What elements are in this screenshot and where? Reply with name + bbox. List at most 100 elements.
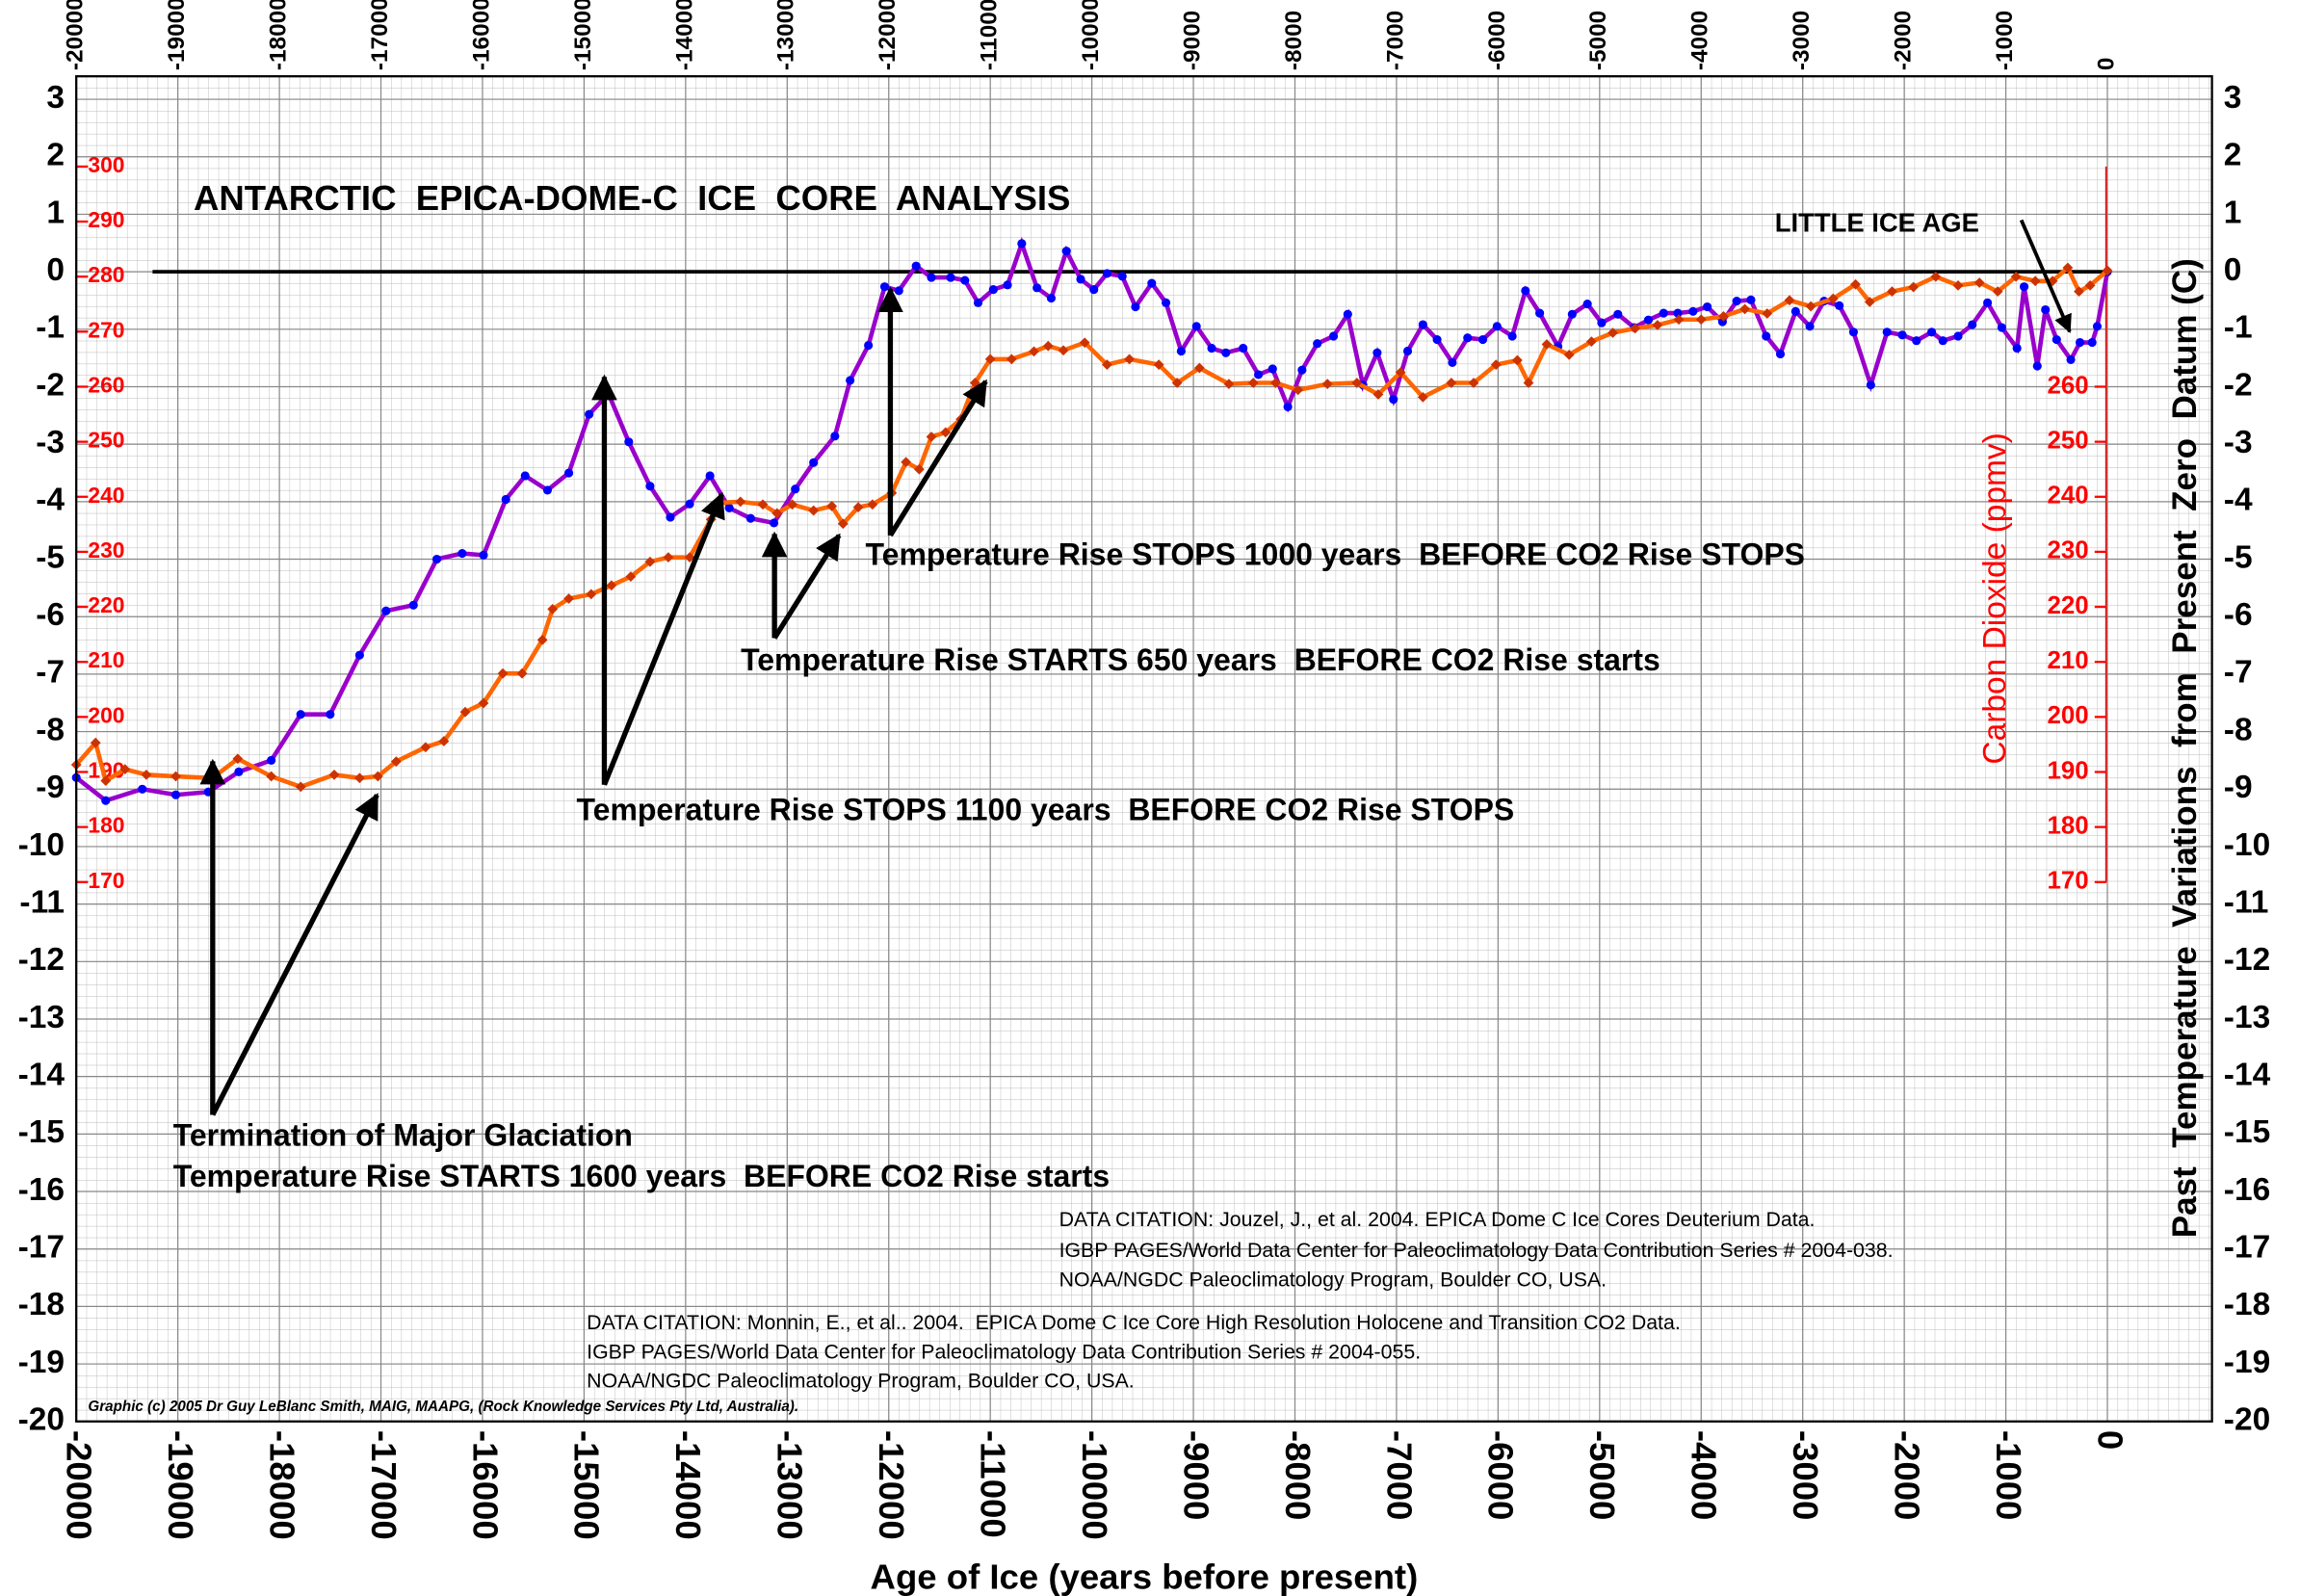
x-tick-label: -18000 bbox=[262, 1430, 301, 1540]
data-point bbox=[354, 650, 364, 660]
y2-tick-label: 240 bbox=[2048, 483, 2089, 510]
data-point bbox=[1017, 239, 1027, 249]
data-point bbox=[457, 548, 467, 559]
data-point bbox=[1567, 309, 1577, 319]
data-point bbox=[1058, 345, 1069, 356]
data-point bbox=[542, 485, 553, 495]
y-tick-label: -17 bbox=[2224, 1230, 2270, 1266]
data-point bbox=[2084, 279, 2096, 291]
y-tick-label: -10 bbox=[18, 827, 65, 863]
y-tick-label: -3 bbox=[36, 425, 65, 460]
y-tick-label: -5 bbox=[36, 539, 65, 575]
data-point bbox=[826, 501, 838, 511]
data-point bbox=[946, 273, 955, 282]
y2-tick-label: 260 bbox=[88, 373, 124, 398]
data-point bbox=[1695, 314, 1707, 326]
data-point bbox=[266, 771, 277, 782]
data-point bbox=[2032, 361, 2042, 371]
y-tick-label: -20 bbox=[2224, 1402, 2270, 1438]
annotation: Temperature Rise STOPS 1100 years BEFORE… bbox=[577, 792, 1515, 826]
data-point bbox=[1983, 298, 1993, 307]
y-tick-label: -6 bbox=[2224, 597, 2253, 633]
data-point bbox=[119, 764, 131, 775]
data-point bbox=[1805, 322, 1815, 331]
annotation: Temperature Rise STOPS 1000 years BEFORE… bbox=[866, 536, 1805, 571]
x-tick-label: -16000 bbox=[465, 1430, 505, 1540]
data-point bbox=[2019, 282, 2029, 292]
y-tick-label: -3 bbox=[2224, 425, 2253, 460]
data-point bbox=[1253, 370, 1264, 379]
y2-tick-label: 180 bbox=[88, 813, 124, 838]
y-tick-label: -2 bbox=[2224, 367, 2253, 403]
data-point bbox=[1732, 296, 1741, 306]
data-point bbox=[879, 282, 890, 292]
data-point bbox=[1582, 299, 1592, 309]
y-tick-label: -4 bbox=[36, 483, 65, 518]
grid: -20 -20-19 -19-18 -18-17 -17-16 -16-15 -15-14-… bbox=[18, 0, 2271, 1540]
credit: Graphic (c) 2005 Dr Guy LeBlanc Smith, M… bbox=[88, 1399, 798, 1415]
data-point bbox=[100, 775, 112, 787]
x-tick-label: -9000 bbox=[1176, 1430, 1215, 1520]
data-point bbox=[1061, 247, 1071, 256]
x-tick-label: -16000 bbox=[468, 0, 494, 70]
data-point bbox=[1283, 402, 1293, 411]
x-tick-label: -11000 bbox=[974, 1430, 1013, 1538]
data-point bbox=[141, 769, 152, 780]
data-point bbox=[1076, 275, 1085, 284]
data-point bbox=[808, 505, 820, 516]
y2-tick-label: 170 bbox=[2048, 868, 2089, 895]
data-point bbox=[645, 482, 655, 491]
x-tick-label: -14000 bbox=[668, 1430, 708, 1540]
y2-tick-label: 300 bbox=[88, 152, 124, 177]
citation: IGBP PAGES/World Data Center for Paleocl… bbox=[587, 1340, 1421, 1363]
data-point bbox=[420, 742, 431, 753]
x-tick-label: -5000 bbox=[1585, 11, 1611, 70]
data-point bbox=[1652, 320, 1663, 330]
y-tick-label: -15 bbox=[18, 1114, 65, 1150]
citation: NOAA/NGDC Paleoclimatology Program, Boul… bbox=[587, 1370, 1135, 1393]
y2-tick-label: 230 bbox=[2048, 537, 2089, 564]
data-point bbox=[390, 756, 402, 768]
y-tick-label: -14 bbox=[18, 1058, 65, 1093]
data-point bbox=[1997, 323, 2006, 332]
x-tick-label: -20000 bbox=[60, 1430, 99, 1540]
x-tick-label: -15000 bbox=[570, 0, 596, 70]
data-point bbox=[1239, 343, 1248, 353]
data-point bbox=[1293, 384, 1304, 396]
data-point bbox=[1003, 280, 1012, 290]
data-point bbox=[894, 286, 903, 296]
x-tick-label: -7000 bbox=[1379, 1430, 1419, 1520]
data-point bbox=[1268, 364, 1277, 374]
data-point bbox=[1477, 334, 1488, 345]
x-tick-label: -2000 bbox=[1891, 11, 1917, 70]
data-point bbox=[1468, 378, 1479, 388]
data-point bbox=[1418, 320, 1427, 329]
data-point bbox=[170, 790, 181, 799]
data-point bbox=[625, 571, 637, 583]
data-point bbox=[479, 550, 488, 560]
y-tick-label: -8 bbox=[36, 712, 65, 747]
y2-tick-label: 170 bbox=[88, 868, 124, 893]
data-point bbox=[1718, 310, 1729, 322]
x-tick-label: -13000 bbox=[773, 0, 799, 70]
data-point bbox=[1739, 303, 1750, 315]
x-tick-label: -2000 bbox=[1887, 1430, 1926, 1520]
data-point bbox=[705, 471, 715, 481]
y-tick-label: -17 bbox=[18, 1230, 65, 1266]
x-tick-label: -17000 bbox=[364, 1430, 404, 1540]
data-point bbox=[1402, 346, 1413, 356]
data-point bbox=[547, 603, 559, 615]
x-tick-label: -10000 bbox=[1075, 1430, 1114, 1540]
x-tick-label: -20000 bbox=[63, 0, 89, 70]
y-tick-label: -7 bbox=[2224, 655, 2253, 691]
data-point bbox=[757, 499, 769, 510]
x-tick-label: -13000 bbox=[771, 1430, 810, 1540]
y-tick-label: -10 bbox=[2224, 827, 2270, 863]
data-point bbox=[1448, 357, 1457, 367]
y-tick-label: -13 bbox=[18, 1000, 65, 1035]
data-point bbox=[2012, 343, 2022, 353]
x-tick-label: -7000 bbox=[1382, 11, 1408, 70]
arrows bbox=[199, 219, 2072, 1116]
y2-tick-label: 230 bbox=[88, 537, 124, 563]
